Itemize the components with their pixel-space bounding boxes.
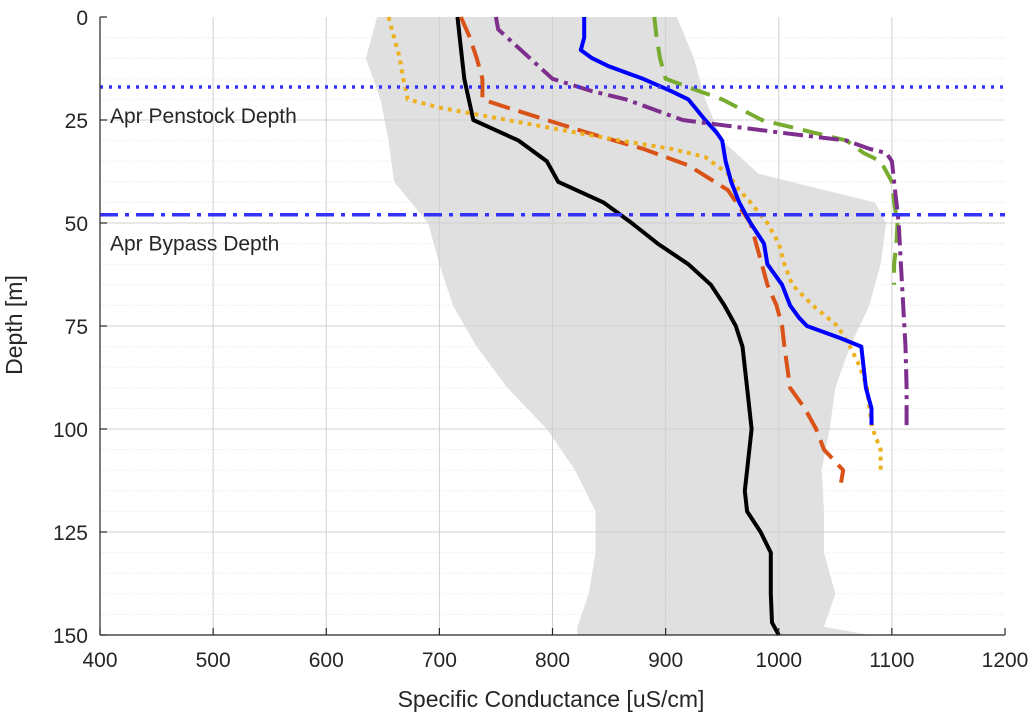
tick-labels: 400 500 600 700 800 900 1000 1100 1200 0 25 50 75 100… [53, 7, 1028, 672]
y-axis-title: Depth [m] [1, 275, 27, 375]
reference-lines: Apr Penstock Depth Apr Bypass Depth [100, 85, 1005, 256]
series-line-3 [386, 16, 883, 471]
x-tick-label: 400 [82, 649, 117, 672]
y-tick-label: 125 [53, 522, 88, 545]
series-line-1 [455, 16, 781, 636]
x-tick-label: 600 [309, 649, 344, 672]
y-tick-label: 100 [53, 419, 88, 442]
grid [100, 17, 1005, 635]
series-lines [386, 16, 909, 636]
x-tick-label: 500 [196, 649, 231, 672]
x-tick-label: 1200 [982, 649, 1029, 672]
x-axis-title: Specific Conductance [uS/cm] [398, 686, 705, 712]
y-tick-label: 25 [65, 110, 88, 133]
axes [99, 16, 1006, 636]
series-line-6 [493, 16, 909, 429]
x-tick-label: 1100 [869, 649, 914, 672]
y-tick-label: 50 [65, 213, 88, 236]
y-tick-label: 150 [53, 625, 88, 648]
reference-label-1: Apr Penstock Depth [110, 105, 297, 128]
x-tick-label: 800 [535, 649, 570, 672]
x-tick-label: 1000 [755, 649, 802, 672]
series-line-4 [578, 17, 874, 425]
series-line-2 [459, 16, 846, 483]
reference-label-2: Apr Bypass Depth [110, 233, 279, 256]
x-tick-label: 900 [648, 649, 683, 672]
y-tick-label: 0 [76, 7, 88, 30]
y-tick-label: 75 [65, 316, 88, 339]
x-tick-label: 700 [422, 649, 457, 672]
